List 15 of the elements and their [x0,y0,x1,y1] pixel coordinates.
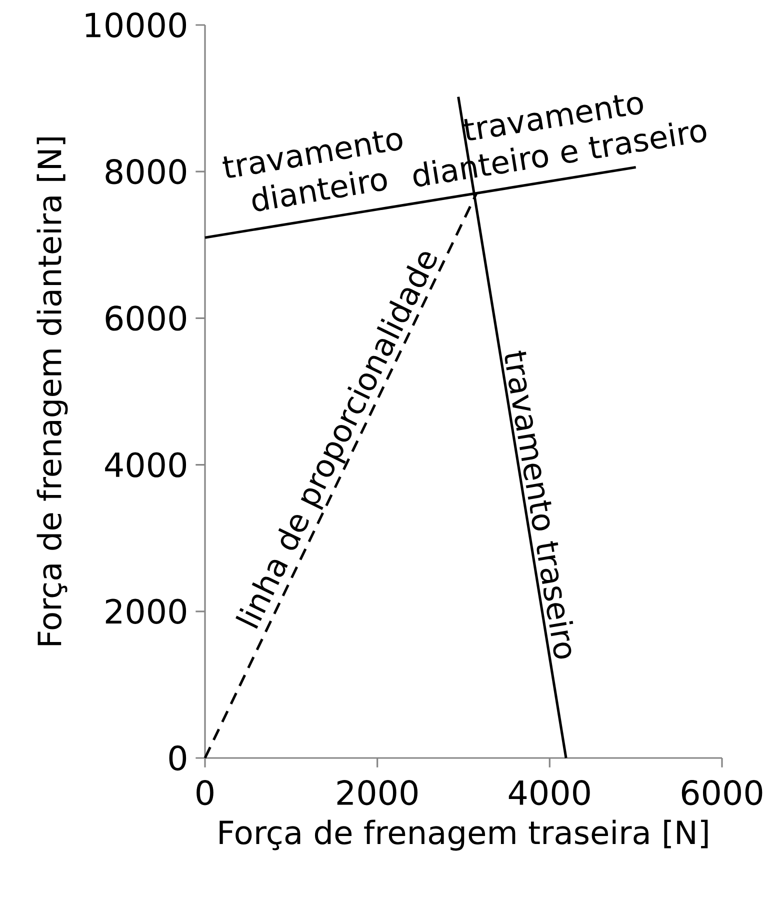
x-tick-label: 4000 [508,780,590,806]
annotation: travamento dianteiro e traseiro [413,95,706,187]
y-tick-label: 4000 [105,452,186,478]
x-axis-title: Força de frenagem traseira [N] [220,820,708,851]
y-tick-label: 0 [169,745,186,771]
y-tick-label: 8000 [106,158,186,184]
x-tick-label: 6000 [682,780,762,806]
y-tick-label: 6000 [106,306,186,331]
x-tick-label: 2000 [337,780,418,806]
x-tick-label: 0 [196,780,214,806]
y-tick-label: 10000 [86,12,186,38]
y-axis-title: Força de frenagem dianteira [N] [36,137,68,646]
annotation: travamento traseiro [504,350,574,659]
y-tick-label: 2000 [106,598,186,624]
annotation: travamento dianteiro [222,131,402,212]
